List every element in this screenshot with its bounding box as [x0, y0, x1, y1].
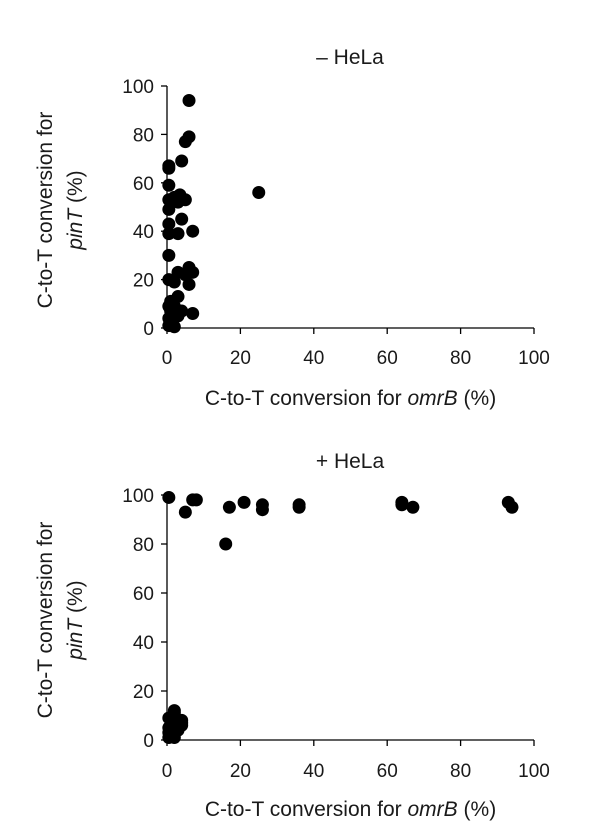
x-tick-label: 60 [377, 761, 398, 782]
y-tick-label: 0 [143, 731, 154, 752]
data-point [167, 320, 181, 334]
y-axis-title-gene: pinT [64, 617, 87, 661]
y-tick-label: 60 [133, 584, 154, 605]
data-point [505, 500, 519, 514]
x-axis-title-prefix: C-to-T conversion for [205, 798, 408, 821]
data-point [255, 503, 269, 517]
data-point [178, 135, 192, 149]
x-axis-title: C-to-T conversion for omrB (%) [205, 798, 496, 821]
data-point [162, 217, 176, 231]
data-point [171, 227, 185, 241]
x-tick-label: 20 [230, 761, 251, 782]
x-tick-label: 40 [303, 348, 324, 369]
y-tick-label: 40 [133, 222, 154, 243]
y-tick-label: 60 [133, 174, 154, 195]
x-tick-label: 20 [230, 348, 251, 369]
data-point [406, 500, 420, 514]
y-axis-title-line2: pinT (%) [64, 580, 87, 660]
data-point [252, 185, 266, 199]
data-point [164, 718, 178, 732]
x-axis-title-suffix: (%) [458, 387, 497, 410]
data-point [162, 227, 176, 241]
data-point [182, 277, 196, 291]
data-point [219, 537, 233, 551]
data-point [222, 500, 236, 514]
y-axis-title-suffix: (%) [64, 170, 87, 209]
data-point [175, 154, 189, 168]
y-axis-title-gene: pinT [64, 207, 87, 251]
data-point [186, 224, 200, 238]
data-point [178, 505, 192, 519]
data-point [162, 161, 176, 175]
data-point [395, 498, 409, 512]
y-axis-title-suffix: (%) [64, 580, 87, 619]
data-point [162, 202, 176, 216]
data-point [186, 306, 200, 320]
data-point [175, 212, 189, 226]
panel-plus-hela: + HeLa 0 20 40 60 80 100 0 20 40 60 80 100 C-to-T con… [34, 450, 550, 821]
data-point [237, 495, 251, 509]
data-point [162, 490, 176, 504]
x-tick-label: 100 [518, 761, 550, 782]
y-tick-label: 20 [133, 682, 154, 703]
data-point [189, 493, 203, 507]
x-tick-label: 80 [450, 761, 471, 782]
data-point [162, 248, 176, 262]
data-point [167, 731, 181, 745]
data-point [292, 500, 306, 514]
y-tick-label: 20 [133, 271, 154, 292]
x-tick-label: 0 [162, 761, 173, 782]
y-tick-label: 0 [143, 319, 154, 340]
y-axis-title-line1: C-to-T conversion for [34, 522, 57, 719]
chart-title: – HeLa [316, 46, 384, 69]
data-point [162, 178, 176, 192]
x-axis-title-gene: omrB [408, 387, 458, 410]
data-point [167, 704, 181, 718]
x-axis-title-suffix: (%) [458, 798, 497, 821]
x-axis-title-gene: omrB [408, 798, 458, 821]
y-axis-title-line2: pinT (%) [64, 170, 87, 250]
x-tick-label: 0 [162, 348, 173, 369]
panel-minus-hela: – HeLa 0 20 40 60 80 100 0 20 40 60 80 100 C-to-T con… [34, 46, 550, 410]
y-tick-label: 80 [133, 535, 154, 556]
y-tick-label: 100 [122, 486, 154, 507]
y-tick-label: 40 [133, 633, 154, 654]
data-point [182, 94, 196, 108]
x-tick-label: 80 [450, 348, 471, 369]
x-tick-label: 40 [303, 761, 324, 782]
y-axis-title-line1: C-to-T conversion for [34, 112, 57, 309]
x-tick-label: 60 [377, 348, 398, 369]
y-tick-label: 100 [122, 77, 154, 98]
data-point [171, 195, 185, 209]
y-tick-label: 80 [133, 125, 154, 146]
x-tick-label: 100 [518, 348, 550, 369]
x-axis-title-prefix: C-to-T conversion for [205, 387, 408, 410]
data-point [175, 718, 189, 732]
chart-title: + HeLa [316, 450, 385, 473]
x-axis-title: C-to-T conversion for omrB (%) [205, 387, 496, 410]
data-point [167, 275, 181, 289]
